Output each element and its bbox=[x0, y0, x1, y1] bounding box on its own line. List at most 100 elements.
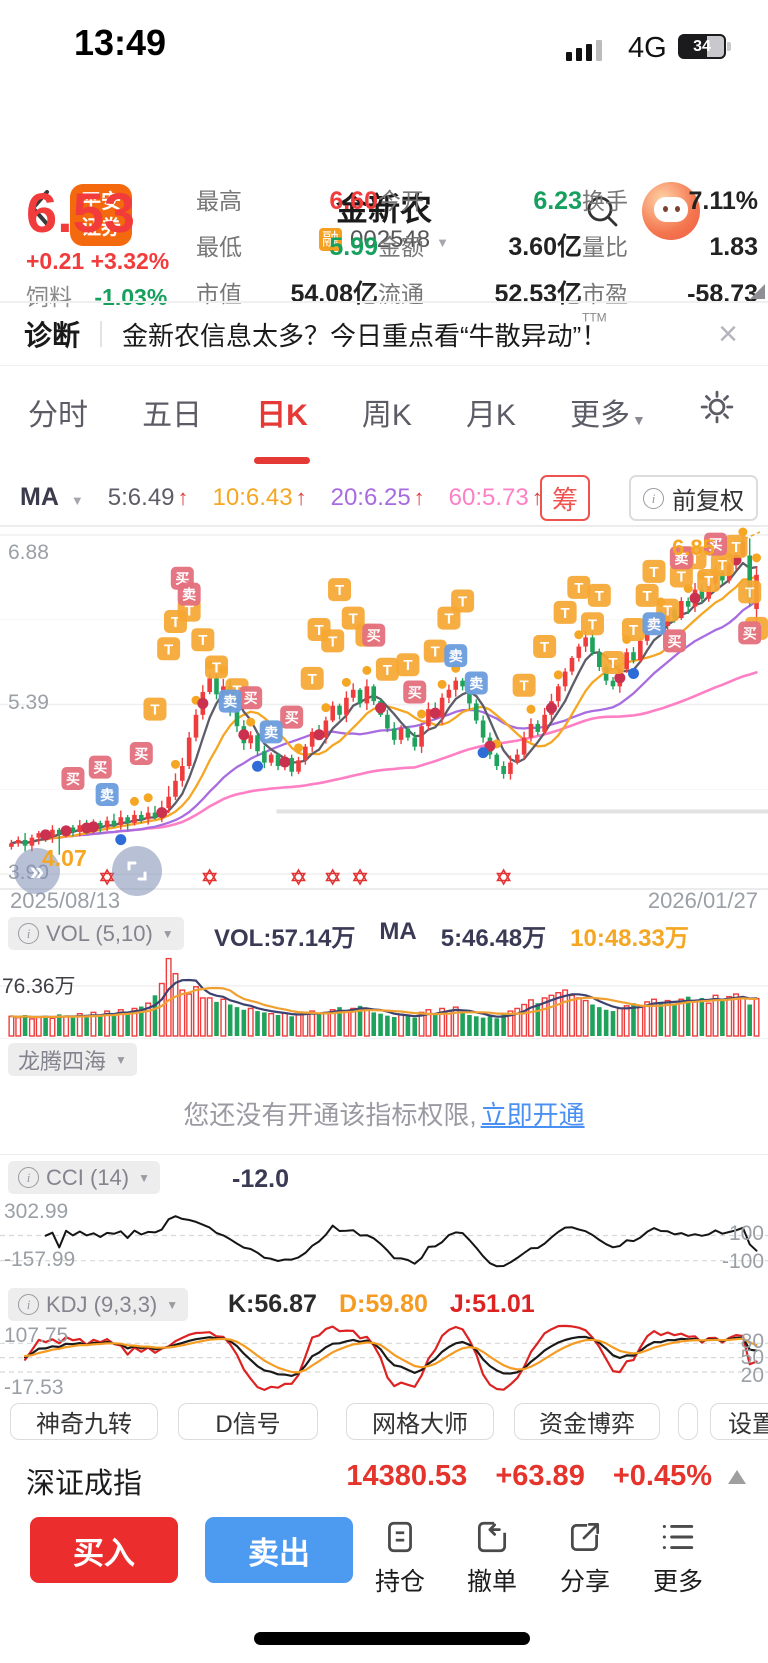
assistant-avatar[interactable] bbox=[642, 182, 700, 240]
tool-tab-资金博弈[interactable]: 资金博弈 bbox=[514, 1403, 660, 1440]
signal-badge-T[interactable]: T bbox=[567, 575, 591, 599]
signal-badge-买[interactable]: 买 bbox=[738, 621, 762, 645]
action-分享[interactable]: 分享 bbox=[543, 1514, 627, 1598]
diagnosis-banner[interactable]: 诊断 金新农信息太多？今日重点看“牛散异动”！ × bbox=[0, 302, 768, 366]
cci-chart[interactable]: 302.99 -157.99 100 -100 bbox=[0, 1198, 768, 1288]
signal-badge-T[interactable]: T bbox=[669, 564, 693, 588]
sector-row[interactable]: 饲料 -1.03% bbox=[26, 278, 167, 312]
search-icon bbox=[587, 196, 618, 227]
cci-indicator-selector[interactable]: i CCI (14) ▼ bbox=[8, 1161, 161, 1194]
chip-distribution-button[interactable]: 筹 bbox=[540, 475, 590, 521]
signal-badge-买[interactable]: 买 bbox=[704, 532, 728, 556]
signal-badge-买[interactable]: 买 bbox=[403, 680, 427, 704]
fullscreen-button[interactable] bbox=[112, 846, 162, 896]
action-撤单[interactable]: 撤单 bbox=[450, 1514, 534, 1598]
signal-badge-T[interactable]: T bbox=[533, 635, 557, 659]
signal-badge-卖[interactable]: 卖 bbox=[464, 671, 488, 695]
ma-selector[interactable]: MA ▼ bbox=[20, 483, 84, 511]
sell-button[interactable]: 卖出 bbox=[205, 1517, 353, 1583]
kdj-indicator-selector[interactable]: i KDJ (9,3,3) ▼ bbox=[8, 1288, 189, 1321]
tool-tab-设置[interactable]: 设置 bbox=[710, 1403, 768, 1440]
signal-badge-T[interactable]: T bbox=[451, 589, 475, 613]
signal-badge-T[interactable]: T bbox=[375, 657, 399, 681]
signal-badge-T[interactable]: T bbox=[396, 653, 420, 677]
signal-badge-卖[interactable]: 卖 bbox=[444, 644, 468, 668]
signal-badge-T[interactable]: T bbox=[157, 637, 181, 661]
signal-badge-T[interactable]: T bbox=[724, 534, 748, 558]
chart-settings-button[interactable] bbox=[700, 390, 734, 429]
kdj-chart[interactable]: 107.75 -17.53 80 50 20 bbox=[0, 1322, 768, 1400]
signal-badge-T[interactable]: T bbox=[341, 606, 365, 630]
tab-分时[interactable]: 分时 bbox=[28, 399, 88, 432]
custom-indicator-selector[interactable]: 龙腾四海 ▼ bbox=[8, 1043, 137, 1076]
quote-panel[interactable]: 6.53 +0.21 +3.32% 饲料 -1.03% 最高 6.60 今开 6.23… bbox=[0, 174, 768, 324]
signal-badge-卖[interactable]: 卖 bbox=[95, 782, 119, 806]
tool-tab-网格大师[interactable]: 网格大师 bbox=[346, 1403, 494, 1440]
volume-chart[interactable]: 76.36万 bbox=[0, 952, 768, 1038]
signal-badge-买[interactable]: 买 bbox=[280, 705, 304, 729]
close-icon[interactable]: × bbox=[718, 314, 738, 353]
signal-badge-T[interactable]: T bbox=[423, 639, 447, 663]
signal-badge-卖[interactable]: 卖 bbox=[218, 689, 242, 713]
signal-badge-T[interactable]: T bbox=[512, 673, 536, 697]
buy-button[interactable]: 买入 bbox=[30, 1517, 178, 1583]
tool-tab-神奇九转[interactable]: 神奇九转 bbox=[10, 1403, 158, 1440]
svg-text:T: T bbox=[731, 539, 740, 556]
tab-月K[interactable]: 月K bbox=[465, 399, 516, 432]
svg-text:T: T bbox=[629, 622, 638, 639]
signal-badge-T[interactable]: T bbox=[710, 553, 734, 577]
signal-badge-T[interactable]: T bbox=[587, 583, 611, 607]
tool-tab-D信号[interactable]: D信号 bbox=[178, 1403, 318, 1440]
signal-badge-T[interactable]: T bbox=[328, 578, 352, 602]
signal-badge-T[interactable]: T bbox=[204, 655, 228, 679]
tool-tab-partial[interactable] bbox=[678, 1403, 698, 1440]
broker-logo[interactable]: 平安 证券 bbox=[70, 184, 132, 246]
tab-more[interactable]: 更多 ▼ bbox=[570, 399, 646, 432]
tab-周K[interactable]: 周K bbox=[361, 399, 412, 432]
adjust-mode-button[interactable]: i 前复权 bbox=[629, 475, 758, 521]
signal-badge-买[interactable]: 买 bbox=[129, 741, 153, 765]
signal-badge-T[interactable]: T bbox=[738, 580, 762, 604]
back-button[interactable] bbox=[28, 188, 52, 233]
kdj-d: D:59.80 bbox=[338, 1290, 428, 1318]
signal-badge-T[interactable]: T bbox=[321, 629, 345, 653]
signal-badge-卖[interactable]: 卖 bbox=[259, 720, 283, 744]
signal-badge-卖[interactable]: 卖 bbox=[177, 582, 201, 606]
signal-badge-卖[interactable]: 卖 bbox=[642, 612, 666, 636]
action-更多[interactable]: 更多 bbox=[636, 1514, 720, 1598]
volume-indicator-selector[interactable]: i VOL (5,10) ▼ bbox=[8, 917, 184, 950]
candlestick-chart[interactable]: TTTTTTTTTTTTTTTTTTTTTTTTTTTTTTTTTTTT买买买买… bbox=[0, 525, 768, 896]
svg-text:T: T bbox=[185, 603, 194, 620]
signal-badge-T[interactable]: T bbox=[635, 583, 659, 607]
signal-badge-T[interactable]: T bbox=[601, 650, 625, 674]
signal-badge-T[interactable]: T bbox=[580, 612, 604, 636]
search-button[interactable] bbox=[585, 194, 621, 235]
tab-五日[interactable]: 五日 bbox=[142, 399, 203, 432]
date-end: 2026/01/27 bbox=[647, 888, 758, 913]
stock-code-row[interactable]: 融 002548 ▼ bbox=[0, 226, 768, 254]
collapse-button[interactable]: » bbox=[14, 848, 60, 894]
collapse-up-icon[interactable] bbox=[728, 1470, 746, 1484]
svg-text:T: T bbox=[212, 660, 221, 677]
signal-badge-买[interactable]: 买 bbox=[362, 623, 386, 647]
expand-corner-icon[interactable] bbox=[750, 284, 765, 299]
tab-日K[interactable]: 日K bbox=[256, 390, 308, 442]
signal-badge-卖[interactable]: 卖 bbox=[669, 546, 693, 570]
signal-badge-T[interactable]: T bbox=[300, 666, 324, 690]
activate-link[interactable]: 立即开通 bbox=[480, 1099, 585, 1130]
signal-badge-T[interactable]: T bbox=[437, 606, 461, 630]
signal-badges-layer[interactable]: TTTTTTTTTTTTTTTTTTTTTTTTTTTTTTTTTTTT买买买买… bbox=[61, 532, 768, 806]
svg-text:T: T bbox=[690, 550, 699, 567]
action-持仓[interactable]: 持仓 bbox=[358, 1514, 442, 1598]
ma-values: 5:6.49 ↑ 10:6.43 ↑ 20:6.25 ↑ 60:5.73 ↑ bbox=[108, 484, 543, 512]
signal-badge-T[interactable]: T bbox=[143, 697, 167, 721]
signal-badge-买[interactable]: 买 bbox=[239, 686, 263, 710]
signal-badge-T[interactable]: T bbox=[642, 559, 666, 583]
signal-badge-买[interactable]: 买 bbox=[88, 755, 112, 779]
index-bar[interactable]: 深证成指 14380.53 +63.89 +0.45% bbox=[0, 1444, 768, 1513]
signal-badge-买[interactable]: 买 bbox=[61, 767, 85, 791]
signal-badge-T[interactable]: T bbox=[621, 617, 645, 641]
signal-badge-T[interactable]: T bbox=[191, 628, 215, 652]
signal-badge-T[interactable]: T bbox=[553, 600, 577, 624]
signal-badge-买[interactable]: 买 bbox=[663, 629, 687, 653]
